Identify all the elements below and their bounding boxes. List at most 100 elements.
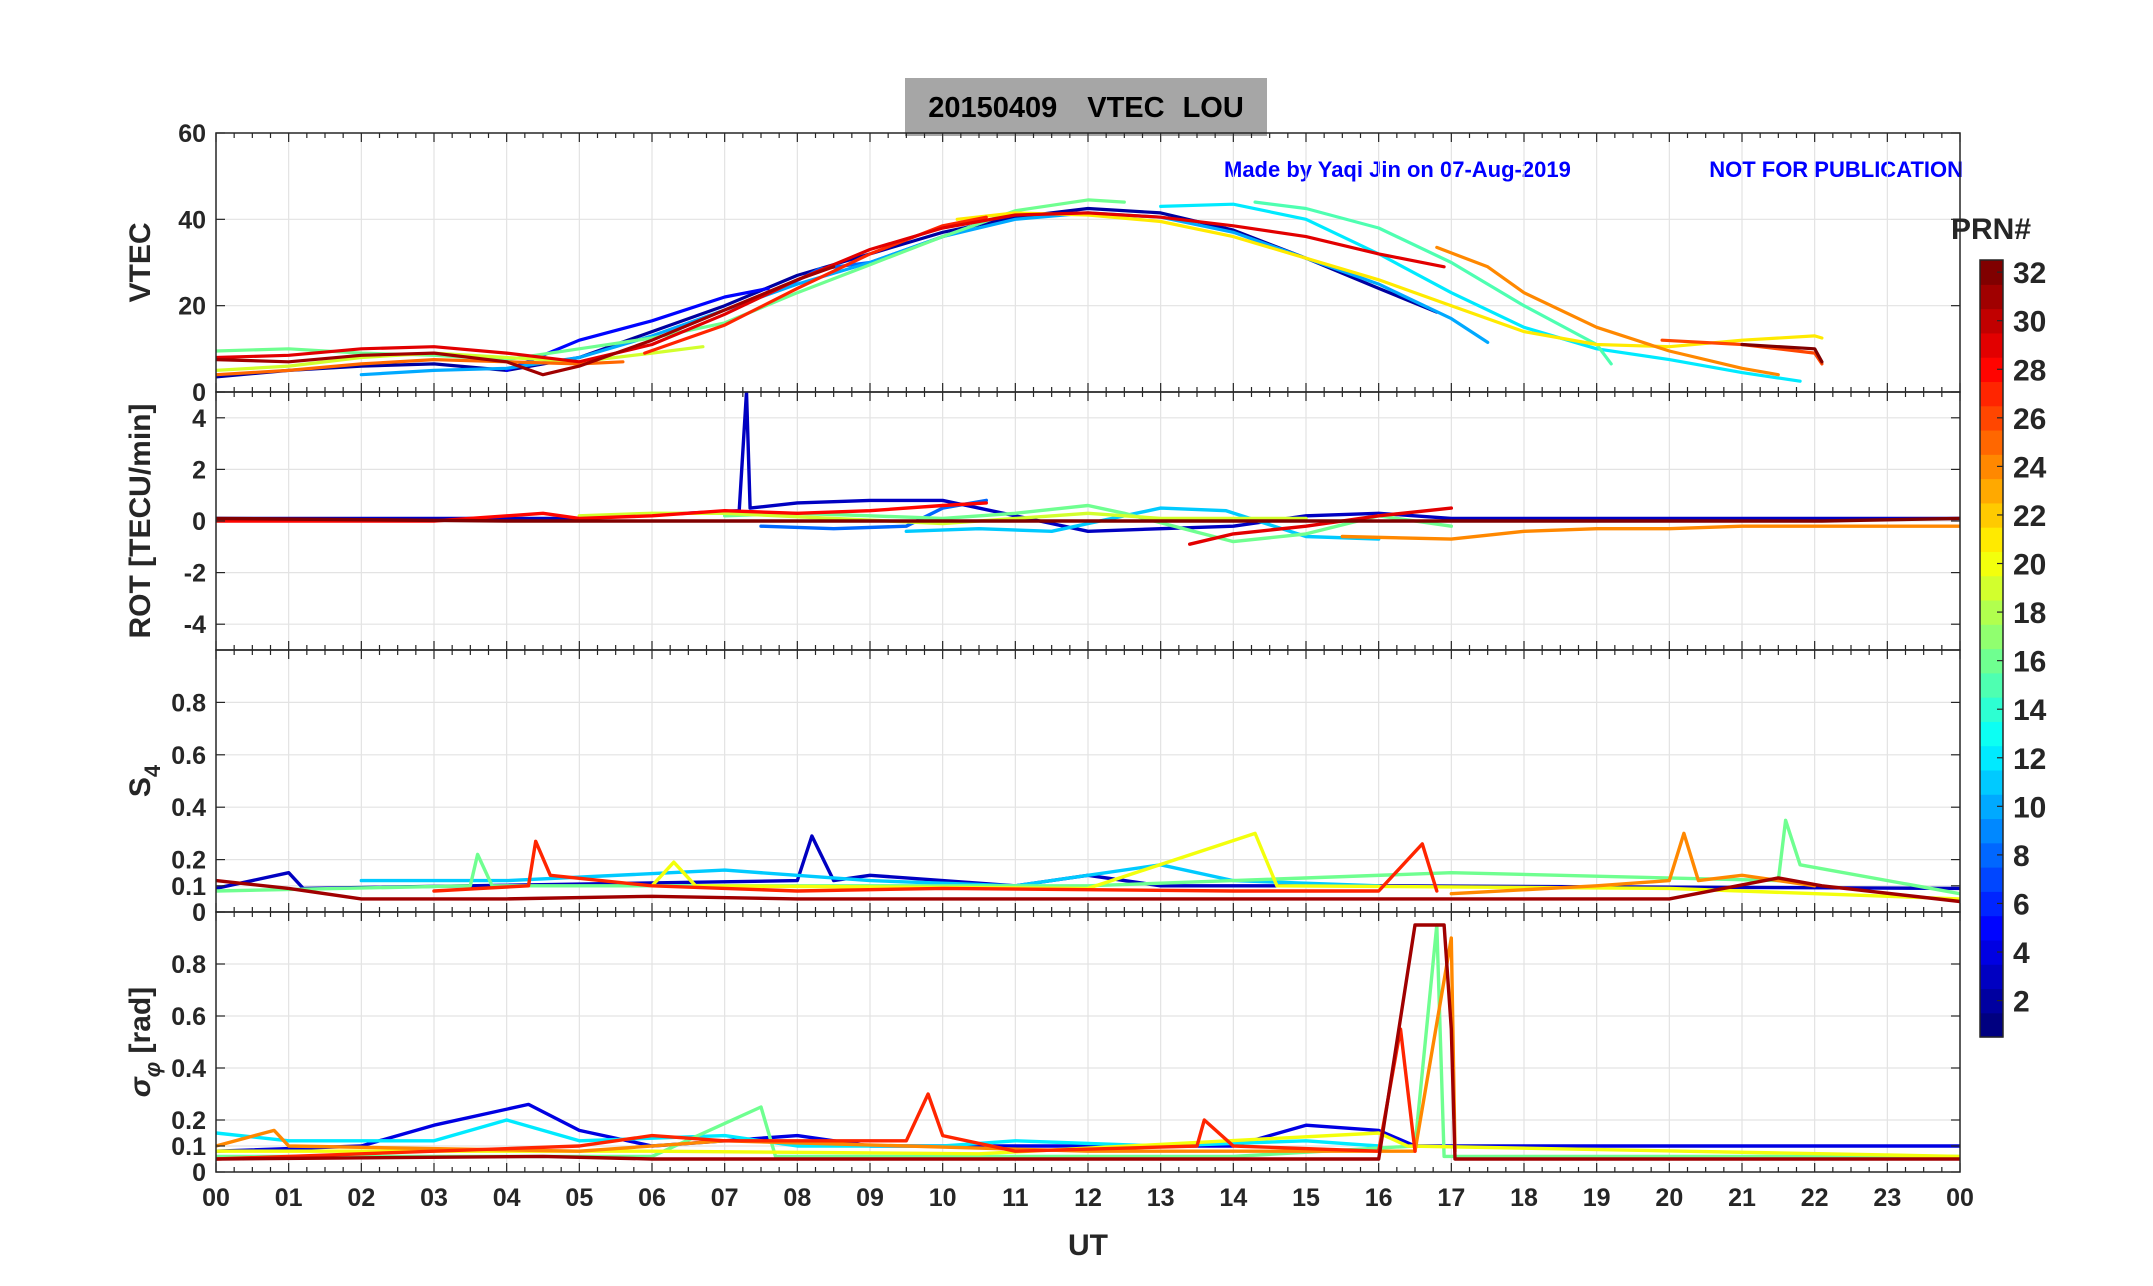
x-tick-label: 08 xyxy=(783,1184,811,1212)
colorbar-swatch xyxy=(1980,648,2003,674)
colorbar-swatch xyxy=(1980,502,2003,528)
colorbar-swatch xyxy=(1980,939,2003,965)
colorbar-swatch xyxy=(1980,429,2003,455)
colorbar-swatch xyxy=(1980,527,2003,552)
y-tick-label: 0.6 xyxy=(171,742,206,770)
y-ticks-rot: -4 -2 0 2 4 xyxy=(184,405,1960,639)
y-tick-label: -2 xyxy=(184,560,206,588)
colorbar-swatch xyxy=(1980,624,2003,650)
y-tick-label: 0.6 xyxy=(171,1003,206,1031)
colorbar-swatch xyxy=(1980,672,2003,698)
y-tick-label: 0.1 xyxy=(171,1133,206,1161)
series-prn-31 xyxy=(216,923,1960,1161)
y-tick-label: 0.2 xyxy=(171,1107,206,1135)
colorbar-swatches xyxy=(1980,260,2003,1038)
credit-author-note: Made by Yaqi Jin on 07-Aug-2019 xyxy=(1224,157,1571,182)
colorbar-swatch xyxy=(1980,575,2003,601)
x-tick-label: 19 xyxy=(1583,1184,1611,1212)
y-ticks-vtec: 0 20 40 60 xyxy=(178,120,1960,407)
y-axis-title-subscript: 4 xyxy=(140,764,165,777)
series-prn-24 xyxy=(1435,245,1780,377)
series-group-sigma_phi xyxy=(216,923,1960,1161)
colorbar-swatch xyxy=(1980,964,2003,990)
y-tick-label: 0 xyxy=(192,379,206,407)
y-tick-label: 0 xyxy=(192,899,206,927)
y-tick-label: 0.1 xyxy=(171,873,206,901)
colorbar-tick-label: 18 xyxy=(2013,597,2046,630)
colorbar-label: PRN# xyxy=(1951,213,2031,246)
colorbar-swatch xyxy=(1980,260,2003,285)
series-prn-11 xyxy=(904,506,1381,541)
y-axis-title-symbol: σ xyxy=(124,1076,157,1097)
series-prn-32 xyxy=(1740,342,1824,364)
panel-sigma_phi: 00.10.20.40.60.8σφ [rad]00 01 02 03 04 05 06 07… xyxy=(124,911,1974,1212)
colorbar-tick-label: 16 xyxy=(2013,646,2046,679)
colorbar-swatch xyxy=(1980,697,2003,722)
y-tick-label: 40 xyxy=(178,206,206,234)
panel-s4: 00.10.2 0.4 0.6 0.8 S4 xyxy=(124,649,1961,927)
series-prn-31 xyxy=(216,876,1960,904)
title-quantity: VTEC xyxy=(1087,92,1164,124)
y-tick-label: 0.4 xyxy=(171,794,206,822)
x-ticks-rot xyxy=(215,392,1961,650)
series-prn-24 xyxy=(1340,524,1960,541)
colorbar-swatch xyxy=(1980,284,2003,310)
colorbar-tick-label: 22 xyxy=(2013,500,2046,533)
colorbar-tick-label: 2 xyxy=(2013,986,2030,1019)
x-tick-label: 09 xyxy=(856,1184,884,1212)
title-background xyxy=(905,78,1267,136)
y-ticks-s4: 00.10.2 0.4 0.6 0.8 xyxy=(171,689,1960,927)
x-tick-label: 05 xyxy=(565,1184,593,1212)
x-tick-label: 00 xyxy=(202,1184,230,1212)
series-prn-11 xyxy=(359,863,1381,888)
colorbar-swatch xyxy=(1980,769,2003,795)
title-text: 20150409 VTEC LOU xyxy=(928,92,1244,124)
series-prn-29 xyxy=(216,211,1446,364)
colorbar-swatch xyxy=(1980,381,2003,407)
colorbar-tick-label: 14 xyxy=(2013,694,2047,727)
x-tick-label: 11 xyxy=(1002,1184,1029,1212)
x-tick-label: 16 xyxy=(1365,1184,1393,1212)
series-prn-16 xyxy=(723,503,1454,544)
x-tick-label: 02 xyxy=(347,1184,375,1212)
colorbar-swatch xyxy=(1980,794,2003,820)
y-axis-title-subscript: φ xyxy=(140,1062,165,1077)
colorbar-tick-label: 32 xyxy=(2013,257,2046,290)
colorbar-swatch xyxy=(1980,357,2003,383)
colorbar-swatch xyxy=(1980,308,2003,334)
colorbar-tick-label: 26 xyxy=(2013,403,2046,436)
colorbar-swatch xyxy=(1980,454,2003,480)
series-prn-19 xyxy=(216,345,705,372)
x-ticks-vtec xyxy=(215,133,1961,392)
x-tick-label: 18 xyxy=(1510,1184,1538,1212)
colorbar-swatch xyxy=(1980,478,2003,504)
series-prn-29 xyxy=(1187,506,1454,546)
series-prn-19 xyxy=(577,511,1308,526)
series-prn-3 xyxy=(216,392,1960,533)
colorbar-tick-label: 20 xyxy=(2013,549,2046,582)
x-tick-label: 20 xyxy=(1655,1184,1683,1212)
series-group-rot xyxy=(216,392,1960,546)
series-prn-25 xyxy=(216,358,625,377)
series-prn-16 xyxy=(216,923,1960,1159)
colorbar-swatch xyxy=(1980,915,2003,941)
colorbar-swatch xyxy=(1980,599,2003,625)
series-prn-32 xyxy=(216,516,1960,523)
colorbar-swatch xyxy=(1980,405,2003,431)
figure-title: 20150409 VTEC LOU xyxy=(905,78,1267,136)
y-tick-label: 0.8 xyxy=(171,689,206,717)
x-tick-label: 12 xyxy=(1074,1184,1102,1212)
colorbar-swatch xyxy=(1980,551,2003,577)
y-tick-label: 0.2 xyxy=(171,847,206,875)
y-axis-title-unit: [rad] xyxy=(124,987,157,1062)
colorbar-tick-label: 12 xyxy=(2013,743,2046,776)
colorbar-tick-label: 28 xyxy=(2013,354,2046,387)
colorbar-tick-label: 6 xyxy=(2013,888,2030,921)
panel-vtec: 0 20 40 60 VTEC xyxy=(124,120,1961,407)
x-tick-label: 01 xyxy=(275,1184,303,1212)
series-prn-5 xyxy=(505,286,770,372)
